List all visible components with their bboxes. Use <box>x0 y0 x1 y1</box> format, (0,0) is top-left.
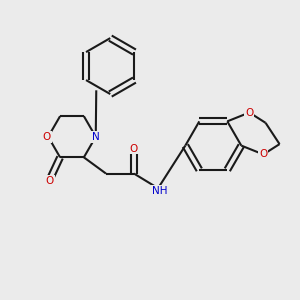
Text: O: O <box>130 143 138 154</box>
Text: O: O <box>46 176 54 186</box>
Text: O: O <box>245 107 253 118</box>
Text: NH: NH <box>152 186 167 196</box>
Text: O: O <box>259 149 268 159</box>
Text: O: O <box>43 132 51 142</box>
Text: N: N <box>92 132 100 142</box>
